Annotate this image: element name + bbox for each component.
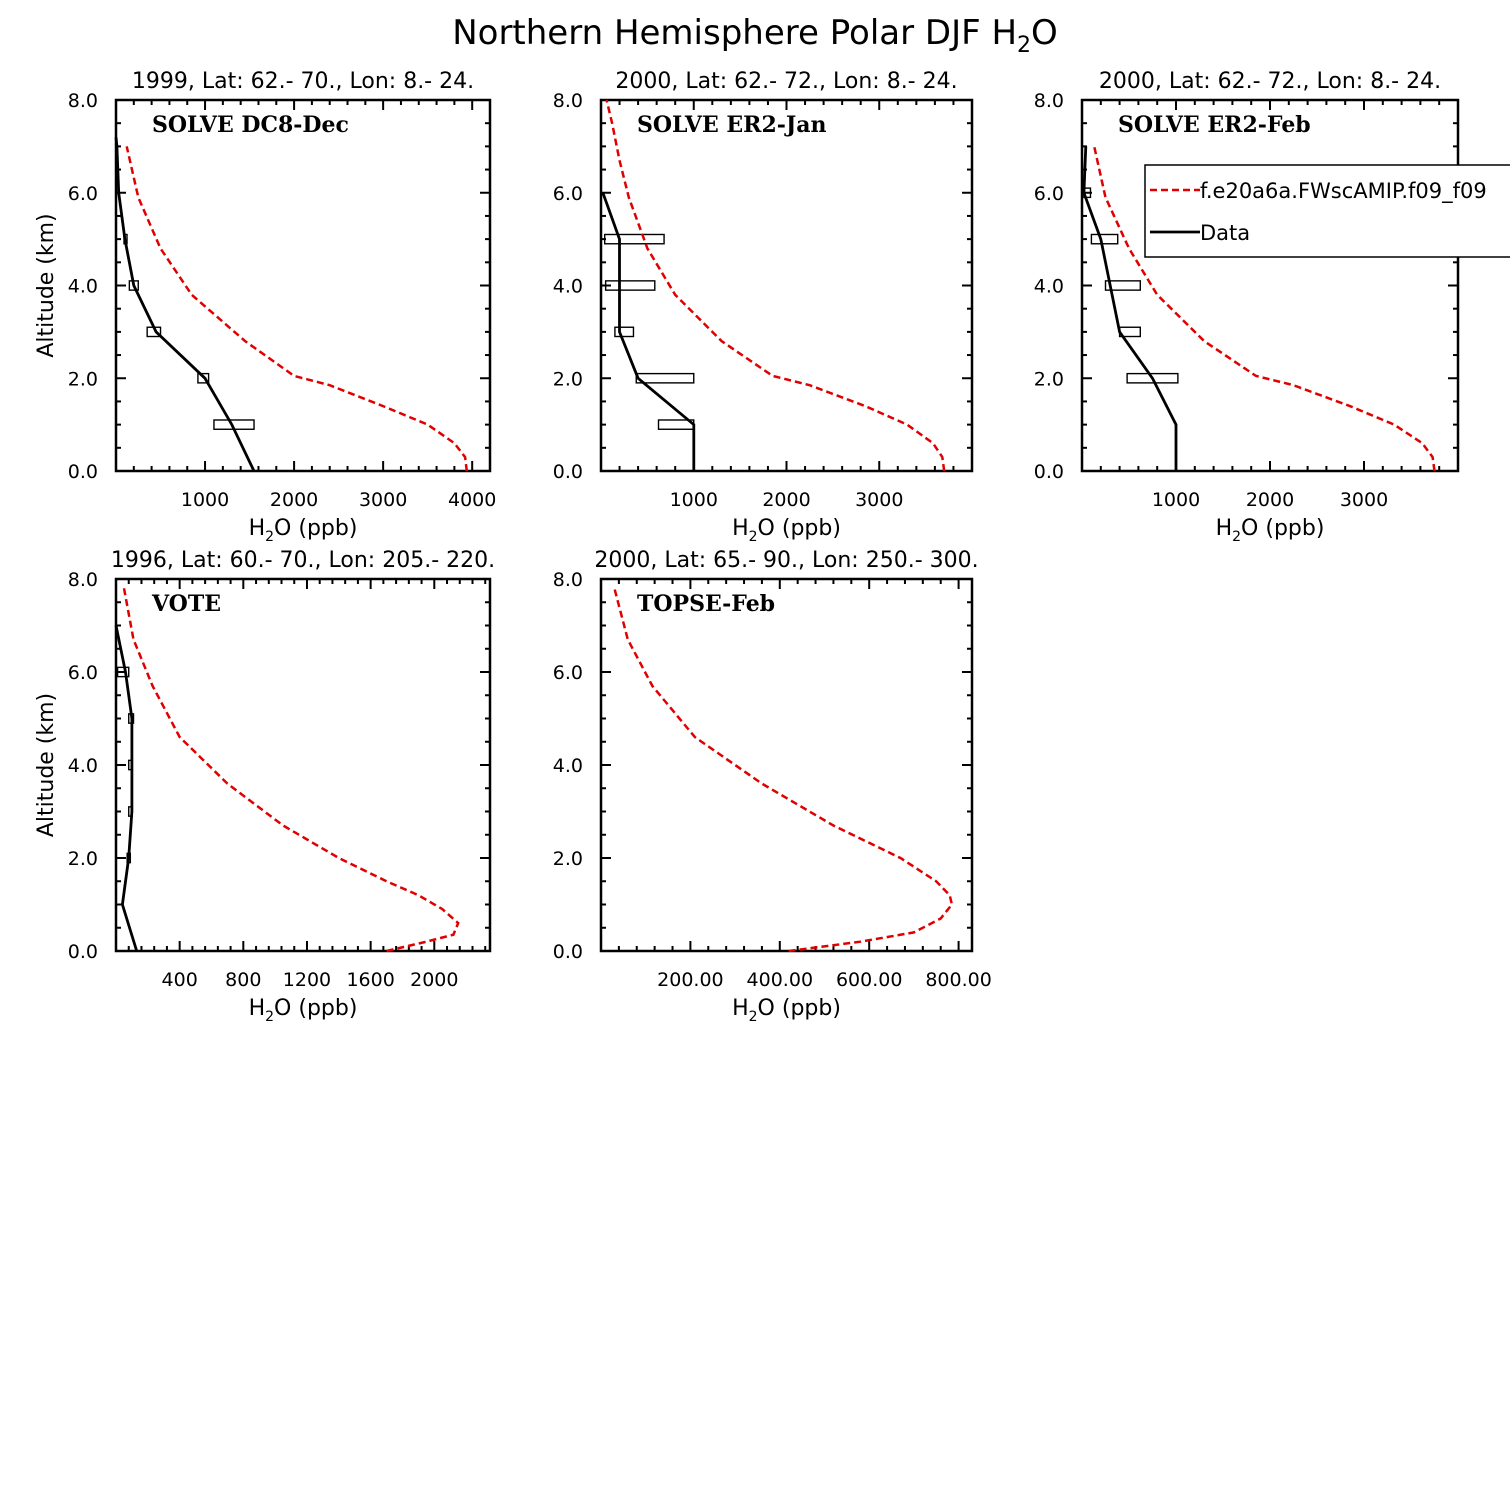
y-axis-label: Altitude (km) [34,213,59,357]
y-tick-label: 2.0 [68,368,98,390]
plot-frame [599,98,974,473]
x-axis-label: H2O (ppb) [732,516,841,545]
model-series-line [125,146,469,472]
legend: f.e20a6a.FWscAMIP.f09_f09 Data [1144,164,1510,258]
model-series-line [122,588,460,953]
x-tick-label: 2000 [1246,489,1294,511]
panel-label: SOLVE ER2-Feb [1118,112,1311,138]
panel-title: 2000, Lat: 62.- 72., Lon: 8.- 24. [1099,69,1441,94]
y-tick-label: 6.0 [68,662,98,684]
x-tick-label: 2000 [762,489,810,511]
y-tick-label: 4.0 [553,276,583,298]
y-tick-label: 0.0 [68,941,98,963]
data-series-line [601,192,696,471]
x-axis-label: H2O (ppb) [249,996,358,1025]
y-tick-label: 0.0 [1034,461,1064,483]
chart-panel: 0.0 2.0 4.0 6.0 8.0 1000 2000 3000 4000 1999, Lat… [34,69,496,545]
x-tick-label: 1000 [670,489,718,511]
panel-label: VOTE [151,591,221,617]
panel-title: 2000, Lat: 62.- 72., Lon: 8.- 24. [615,69,957,94]
error-box [1090,233,1119,245]
x-tick-label: 3000 [855,489,903,511]
panel-title: 2000, Lat: 65.- 90., Lon: 250.- 300. [594,548,978,573]
error-box [197,372,210,384]
model-series-line [605,99,946,472]
plot-frame [1080,98,1460,473]
error-box [614,326,635,338]
y-tick-label: 4.0 [68,755,98,777]
y-tick-label: 8.0 [68,569,98,591]
y-tick-label: 0.0 [68,461,98,483]
x-tick-label: 4000 [448,489,496,511]
x-tick-label: 1000 [1152,489,1200,511]
error-box [1126,372,1179,384]
y-tick-label: 8.0 [553,90,583,112]
x-tick-label: 1600 [346,969,394,991]
y-tick-label: 4.0 [68,276,98,298]
chart-panel: 0.0 2.0 4.0 6.0 8.0 400 800 1200 1600 2000 1996, L… [34,548,495,1025]
y-tick-label: 2.0 [1034,368,1064,390]
x-tick-label: 600.00 [836,969,902,991]
error-box [604,280,656,291]
legend-model-label: f.e20a6a.FWscAMIP.f09_f09 [1200,179,1487,204]
panel-title: 1999, Lat: 62.- 70., Lon: 8.- 24. [132,69,474,94]
data-series-line [114,625,139,952]
panels: 0.0 2.0 4.0 6.0 8.0 1000 2000 3000 4000 1999, Lat… [34,69,1460,1025]
chart-panel: 0.0 2.0 4.0 6.0 8.0 1000 2000 3000 2000, Lat: 62… [1034,69,1460,545]
panel-label: TOPSE-Feb [637,591,775,617]
error-box [604,233,665,245]
data-series-line [114,136,256,472]
x-tick-label: 1200 [283,969,331,991]
x-axis-label: H2O (ppb) [249,516,358,545]
panel-label: SOLVE ER2-Jan [637,112,827,138]
figure-title: Northern Hemisphere Polar DJF H2O [452,13,1058,58]
x-tick-label: 200.00 [657,969,723,991]
x-tick-label: 400.00 [747,969,813,991]
y-tick-label: 6.0 [1034,183,1064,205]
x-tick-label: 1000 [181,489,229,511]
panel-title: 1996, Lat: 60.- 70., Lon: 205.- 220. [111,548,495,573]
y-tick-label: 2.0 [553,848,583,870]
x-tick-label: 2000 [410,969,458,991]
y-tick-label: 4.0 [553,755,583,777]
plot-frame [114,98,492,473]
y-tick-label: 2.0 [553,368,583,390]
y-tick-label: 6.0 [68,183,98,205]
x-tick-label: 3000 [359,489,407,511]
chart-panel: 0.0 2.0 4.0 6.0 8.0 1000 2000 3000 2000, Lat: 62… [553,69,974,545]
y-tick-label: 6.0 [553,183,583,205]
y-tick-label: 8.0 [68,90,98,112]
panel-label: SOLVE DC8-Dec [152,112,349,138]
x-tick-label: 800.00 [925,969,991,991]
data-series-line [1082,146,1178,471]
y-tick-label: 8.0 [553,569,583,591]
plot-frame [114,577,492,953]
x-tick-label: 2000 [270,489,318,511]
x-axis-label: H2O (ppb) [732,996,841,1025]
x-tick-label: 3000 [1340,489,1388,511]
error-box [635,372,695,384]
y-tick-label: 0.0 [553,461,583,483]
y-tick-label: 0.0 [553,941,583,963]
plot-frame [599,577,974,953]
model-series-line [613,587,954,953]
y-tick-label: 6.0 [553,662,583,684]
legend-data-label: Data [1200,221,1250,245]
y-tick-label: 8.0 [1034,90,1064,112]
error-box [1104,280,1141,291]
y-tick-label: 2.0 [68,848,98,870]
legend-box [1144,164,1510,258]
x-tick-label: 800 [225,969,261,991]
y-axis-label: Altitude (km) [34,693,59,837]
chart-panel: 0.0 2.0 4.0 6.0 8.0 200.00 400.00 600.00 800.00 2… [553,548,992,1025]
x-tick-label: 400 [162,969,198,991]
x-axis-label: H2O (ppb) [1216,516,1325,545]
y-tick-label: 4.0 [1034,276,1064,298]
